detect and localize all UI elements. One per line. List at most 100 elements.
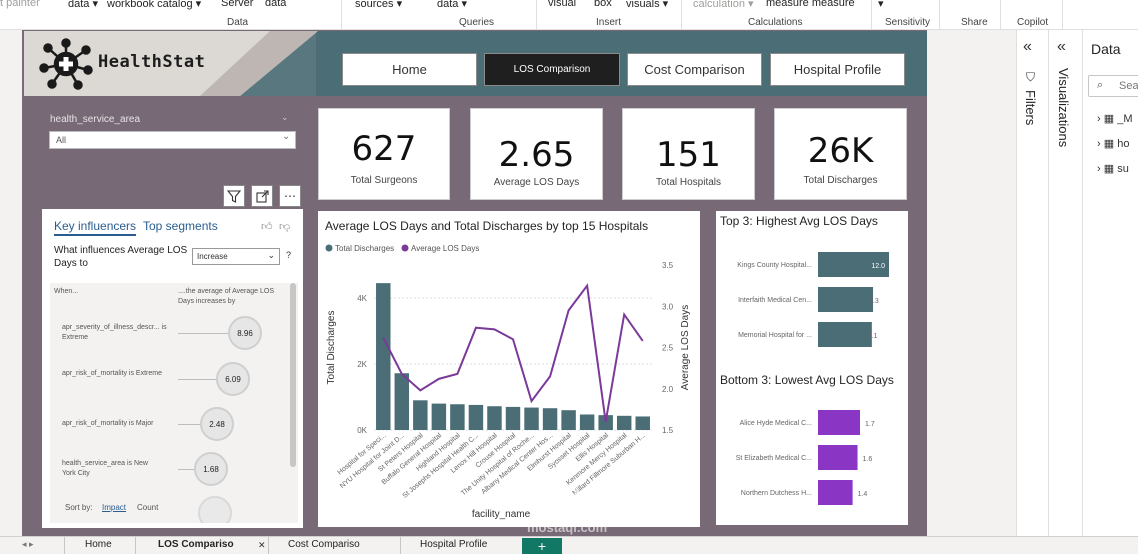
nav-los-comparison-button[interactable]: LOS Comparison (484, 53, 620, 86)
group-data: Data (227, 17, 249, 28)
nav-cost-comparison-button[interactable]: Cost Comparison (627, 53, 762, 86)
ribbon-sensitivity-btn[interactable]: ▾ (878, 0, 884, 10)
filter-icon[interactable] (223, 185, 245, 207)
table-icon: ▦ (1103, 138, 1115, 150)
discharges-bar (376, 283, 391, 430)
more-options-icon[interactable]: ⋯ (279, 185, 301, 207)
card-total-discharges[interactable]: 26K Total Discharges (774, 108, 907, 200)
nav-home-button[interactable]: Home (342, 53, 477, 86)
top3-category: Memorial Hospital for ... (738, 332, 812, 339)
influencer-bubble[interactable]: 8.96 (228, 316, 262, 350)
data-table-item[interactable]: › ▦ su (1097, 163, 1129, 175)
rank-charts: Top 3: Highest Avg LOS Days Kings County … (720, 214, 894, 505)
card-total-surgeons[interactable]: 627 Total Surgeons (318, 108, 450, 200)
thumbs-down-icon[interactable]: 👎︎ (279, 221, 291, 233)
ribbon-format-painter[interactable]: t painter (0, 0, 40, 9)
influencer-label[interactable]: apr_risk_of_mortality is Major (62, 420, 154, 427)
healthstat-logo-icon (39, 38, 93, 90)
influencer-label[interactable]: apr_severity_of_illness_descr... is Extr… (62, 324, 167, 341)
card-average-los-days[interactable]: 2.65 Average LOS Days (470, 108, 603, 200)
filter-funnel-icon[interactable]: ⛉ (1026, 70, 1036, 84)
slicer-title: health_service_area (50, 114, 141, 125)
tab-key-influencers[interactable]: Key influencers (54, 219, 137, 236)
focus-mode-icon[interactable] (251, 185, 273, 207)
slicer-collapse-icon[interactable]: ⌄ (281, 112, 289, 122)
influencer-bubble-partial (198, 496, 232, 523)
thumbs-up-icon[interactable]: 👍︎ (261, 221, 273, 233)
data-search-input[interactable]: ⌕ Sea (1088, 75, 1138, 97)
y2-tick-label: 2.5 (662, 344, 674, 353)
influencer-bubble[interactable]: 6.09 (216, 362, 250, 396)
ribbon-refresh-data[interactable]: data ▾ (437, 0, 467, 10)
sort-impact[interactable]: Impact (102, 503, 127, 512)
discharges-bar (579, 414, 595, 430)
data-table-item[interactable]: › ▦ _M (1097, 113, 1133, 125)
influencer-bubble[interactable]: 2.48 (200, 407, 234, 441)
key-influencers-visual: Key influencers Top segments 👍︎ 👎︎ What … (42, 209, 303, 528)
top3-bar (818, 287, 874, 312)
group-calculations: Calculations (748, 17, 803, 28)
ribbon-sql-server[interactable]: Server (221, 0, 254, 9)
card-label: Total Surgeons (350, 175, 418, 186)
combo-chart-visual[interactable]: Average LOS Days and Total Discharges by… (318, 211, 700, 527)
discharges-bar (468, 404, 484, 430)
influencer-label[interactable]: health_service_area is New York City (62, 460, 148, 477)
visualizations-label[interactable]: Visualizations (1056, 68, 1071, 148)
filters-label[interactable]: Filters (1023, 90, 1038, 126)
y2-tick-label: 3.5 (662, 261, 674, 270)
y2-tick-label: 3.0 (662, 302, 674, 311)
visualizations-pane: « Visualizations (1048, 30, 1082, 554)
page-tab-cost-comparison[interactable]: Cost Comparison (288, 539, 360, 550)
ribbon-new-visual[interactable]: visual (548, 0, 577, 9)
group-sensitivity: Sensitivity (885, 17, 931, 28)
group-insert: Insert (596, 17, 622, 28)
scrollbar[interactable] (290, 283, 296, 467)
tab-top-segments[interactable]: Top segments (143, 219, 218, 233)
legend-label: Total Discharges (335, 244, 394, 253)
ribbon-new-calculation[interactable]: calculation ▾ (693, 0, 754, 10)
add-page-button[interactable]: + (522, 538, 562, 554)
page-tab-home[interactable]: Home (85, 539, 112, 550)
legend-label: Average LOS Days (411, 244, 479, 253)
influencer-list: When... ....the average of Average LOS D… (50, 283, 298, 523)
chevron-down-icon[interactable]: ⌄ (282, 131, 291, 142)
top3-title: Top 3: Highest Avg LOS Days (720, 214, 878, 228)
data-table-item[interactable]: › ▦ ho (1097, 138, 1130, 150)
card-total-hospitals[interactable]: 151 Total Hospitals (622, 108, 755, 200)
ribbon-text-box[interactable]: box (594, 0, 612, 9)
slicer-dropdown[interactable]: All (49, 131, 296, 149)
ribbon-get-data[interactable]: data ▾ (68, 0, 98, 10)
page-tab-hospital-profile[interactable]: Hospital Profile (420, 539, 488, 550)
collapse-visualizations-icon[interactable]: « (1057, 38, 1066, 55)
bottom3-category: St Elizabeth Medical C... (736, 455, 812, 462)
col-then: ....the average of Average LOS Days incr… (178, 288, 274, 305)
increase-dropdown[interactable]: Increase ⌄ (192, 248, 280, 265)
ribbon-workbook-catalog[interactable]: workbook catalog ▾ (107, 0, 202, 10)
page-tab-los-comparison[interactable]: LOS Comparison (158, 539, 234, 550)
sort-count[interactable]: Count (137, 503, 159, 512)
bottom3-category: Alice Hyde Medical C... (740, 420, 812, 427)
help-icon[interactable]: ? (286, 250, 292, 260)
nav-hospital-profile-button[interactable]: Hospital Profile (770, 53, 905, 86)
influencer-bubble[interactable]: 1.68 (194, 452, 228, 486)
ribbon-quick-measure[interactable]: measure measure (766, 0, 855, 9)
top-bottom-visual[interactable]: Top 3: Highest Avg LOS Days Kings County … (716, 211, 908, 525)
page-tab-bar (0, 536, 1138, 554)
sort-label: Sort by: (65, 503, 93, 512)
close-tab-icon[interactable]: ✕ (258, 540, 266, 550)
collapse-filters-icon[interactable]: « (1023, 38, 1032, 55)
ribbon-more-visuals[interactable]: visuals ▾ (626, 0, 669, 10)
card-label: Average LOS Days (493, 177, 580, 188)
bottom3-title: Bottom 3: Lowest Avg LOS Days (720, 373, 894, 387)
tab-nav-arrows[interactable]: ◂ ▸ (22, 539, 34, 549)
top3-data-label: 9.3 (869, 298, 879, 305)
ribbon-enter-data[interactable]: data (265, 0, 287, 9)
bottom3-bar (818, 445, 858, 470)
card-value: 26K (807, 131, 874, 171)
ribbon-data-sources[interactable]: sources ▾ (355, 0, 403, 10)
discharges-bar (394, 373, 410, 430)
search-placeholder: Sea (1119, 80, 1138, 92)
influencer-label[interactable]: apr_risk_of_mortality is Extreme (62, 370, 162, 377)
avg-los-line (382, 283, 644, 422)
discharges-bar (413, 400, 428, 430)
